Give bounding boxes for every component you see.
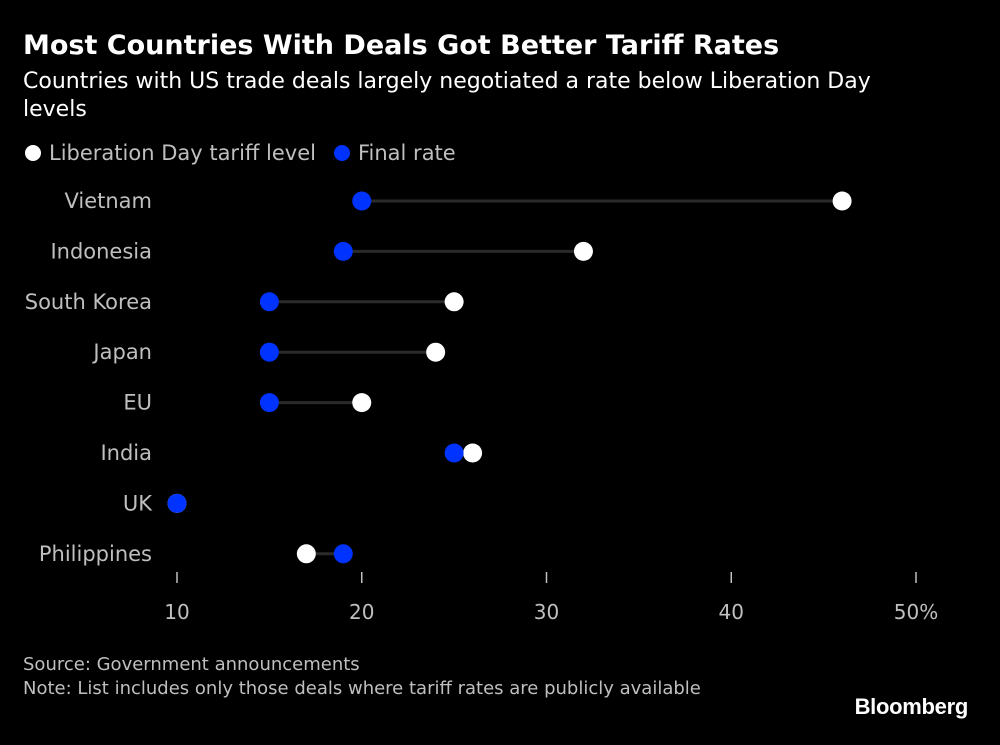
category-label: Philippines — [39, 542, 152, 566]
x-tick-label: 10 — [164, 600, 189, 624]
dot-final-rate — [352, 191, 372, 211]
legend-marker-liberation — [25, 145, 41, 161]
dot-liberation-day — [444, 292, 464, 312]
dot-liberation-day — [296, 544, 316, 564]
dot-liberation-day — [832, 191, 852, 211]
category-label: South Korea — [25, 290, 152, 314]
legend-label-final: Final rate — [357, 141, 456, 165]
category-label: UK — [123, 491, 153, 515]
dot-liberation-day — [573, 241, 593, 261]
x-tick-label: 40 — [719, 600, 744, 624]
legend-item-final: Final rate — [333, 141, 456, 165]
chart-footer: Source: Government announcements Note: L… — [23, 653, 723, 701]
dot-final-rate — [333, 544, 353, 564]
chart-title: Most Countries With Deals Got Better Tar… — [23, 30, 780, 61]
dot-final-rate — [259, 393, 279, 413]
legend-marker-final — [333, 145, 350, 161]
category-label: EU — [123, 391, 152, 415]
category-label: Indonesia — [50, 239, 152, 263]
dot-final-rate — [259, 292, 279, 312]
footnote: Note: List includes only those deals whe… — [23, 678, 701, 699]
legend-label-liberation: Liberation Day tariff level — [49, 141, 316, 165]
dot-liberation-day — [463, 443, 483, 463]
x-tick-label: 20 — [349, 600, 374, 624]
chart-subtitle: Countries with US trade deals largely ne… — [23, 69, 871, 122]
x-tick-label: 30 — [534, 600, 559, 624]
dot-final-rate — [259, 342, 279, 362]
category-label: Vietnam — [64, 189, 152, 213]
source-note: Source: Government announcements — [23, 654, 360, 675]
chart-legend: Liberation Day tariff level Final rate — [25, 141, 474, 165]
dot-plot-chart: 10 20 30 40 50% Vietnam Indonesia South Korea Ja… — [25, 189, 938, 624]
dot-final-rate — [444, 443, 464, 463]
bloomberg-logo: Bloomberg — [854, 694, 969, 719]
dot-liberation-day — [426, 342, 446, 362]
category-label: Japan — [91, 340, 152, 364]
category-label: India — [100, 441, 152, 465]
dot-liberation-day — [352, 393, 372, 413]
legend-item-liberation: Liberation Day tariff level — [25, 141, 316, 165]
dot-final-rate — [167, 493, 187, 513]
dot-final-rate — [333, 241, 353, 261]
x-tick-label: 50% — [894, 600, 938, 624]
